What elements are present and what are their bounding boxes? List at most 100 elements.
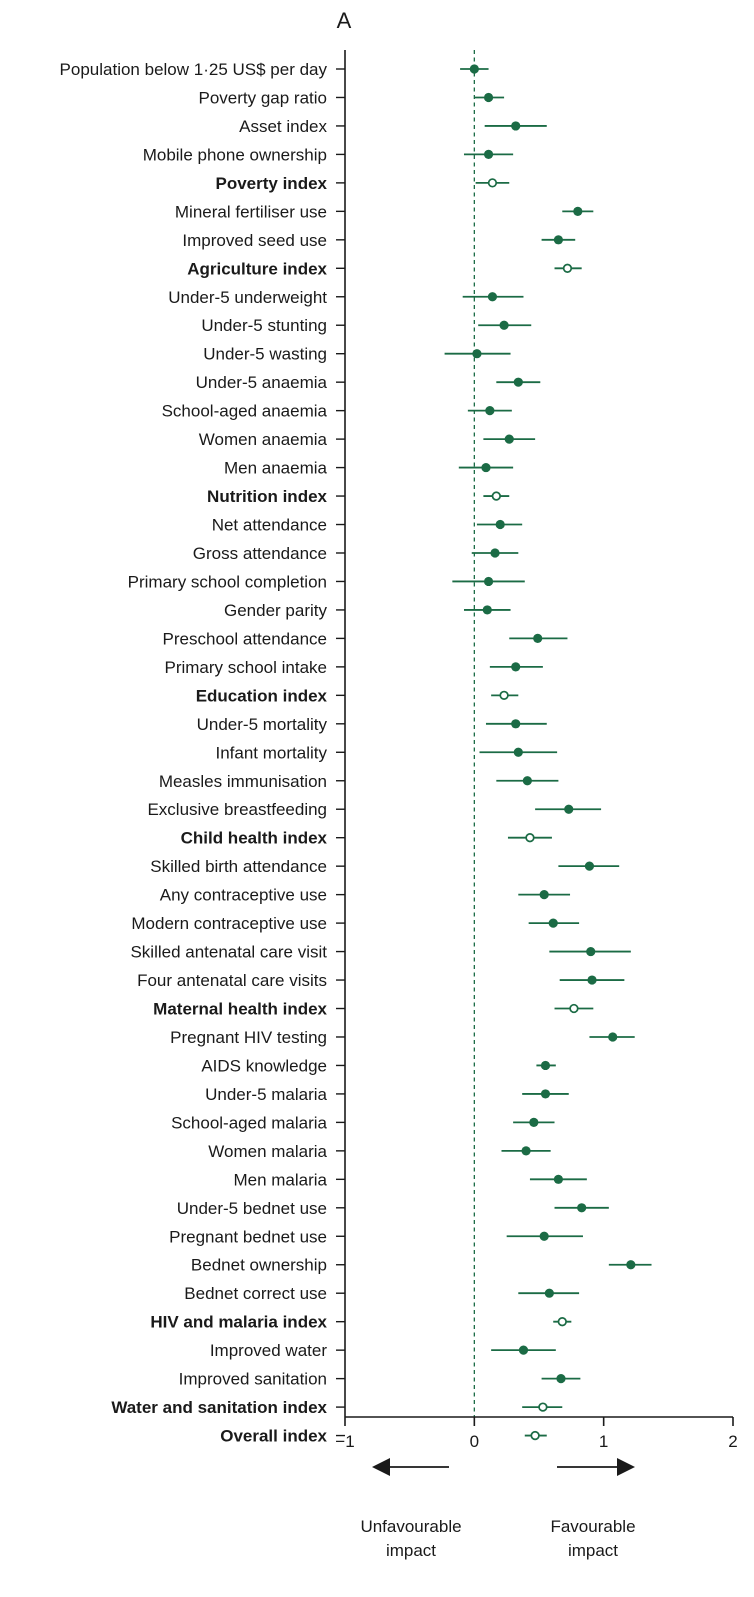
indicator-row: Men malaria <box>233 1170 587 1189</box>
point-estimate <box>587 975 597 985</box>
point-estimate <box>513 377 523 387</box>
row-label: Mineral fertiliser use <box>175 202 327 221</box>
point-estimate <box>487 292 498 302</box>
row-label: School-aged malaria <box>171 1113 327 1132</box>
indicator-row: Mineral fertiliser use <box>175 202 594 221</box>
row-label: Asset index <box>239 117 327 136</box>
indicator-row: Primary school completion <box>128 572 525 591</box>
row-label: Men anaemia <box>224 459 328 478</box>
point-estimate-open <box>538 1402 548 1412</box>
point-estimate <box>485 406 495 416</box>
left-arrow-icon <box>372 1458 390 1476</box>
row-label: Modern contraceptive use <box>131 914 327 933</box>
row-label: Any contraceptive use <box>160 886 327 905</box>
indicator-row: AIDS knowledge <box>201 1056 556 1075</box>
point-estimate <box>529 1117 539 1127</box>
favourable-label: impact <box>568 1541 618 1560</box>
point-estimate <box>511 719 521 729</box>
row-label: Preschool attendance <box>163 629 327 648</box>
indicator-row: Under-5 mortality <box>197 715 547 734</box>
unfavourable-label: impact <box>386 1541 436 1560</box>
index-row: HIV and malaria index <box>150 1313 572 1332</box>
row-label: AIDS knowledge <box>201 1056 327 1075</box>
indicator-row: Under-5 underweight <box>168 288 524 307</box>
point-estimate <box>540 1060 551 1071</box>
row-label: HIV and malaria index <box>150 1313 327 1332</box>
row-label: Under-5 malaria <box>205 1085 327 1104</box>
point-estimate <box>553 235 564 245</box>
row-label: School-aged anaemia <box>162 402 328 421</box>
point-estimate-open <box>530 1430 540 1441</box>
row-label: Exclusive breastfeeding <box>147 800 327 819</box>
row-label: Under-5 mortality <box>197 715 328 734</box>
row-label: Nutrition index <box>207 487 327 506</box>
row-label: Four antenatal care visits <box>137 971 327 990</box>
index-row: Education index <box>196 686 519 705</box>
row-label: Gross attendance <box>193 544 327 563</box>
indicator-row: Net attendance <box>212 516 523 535</box>
x-tick-label: 0 <box>470 1432 479 1451</box>
point-estimate <box>521 1146 531 1156</box>
row-label: Pregnant bednet use <box>169 1227 327 1246</box>
indicator-row: Population below 1·25 US$ per day <box>60 60 489 79</box>
row-label: Population below 1·25 US$ per day <box>60 60 328 79</box>
unfavourable-label: Unfavourable <box>360 1517 461 1536</box>
point-estimate <box>483 149 494 160</box>
row-label: Under-5 wasting <box>203 345 327 364</box>
indicator-row: Gross attendance <box>193 544 519 563</box>
row-label: Infant mortality <box>216 743 328 762</box>
point-estimate <box>499 320 509 330</box>
index-row: Child health index <box>181 829 552 848</box>
point-estimate <box>548 918 558 928</box>
indicator-row: Improved water <box>210 1341 556 1360</box>
indicator-row: Gender parity <box>224 601 511 620</box>
indicator-row: Under-5 bednet use <box>177 1199 609 1218</box>
point-estimate <box>608 1032 618 1042</box>
point-estimate-open <box>491 491 501 501</box>
indicator-row: Improved seed use <box>182 231 576 250</box>
row-label: Gender parity <box>224 601 327 620</box>
point-estimate <box>483 576 494 587</box>
row-label: Under-5 stunting <box>201 316 327 335</box>
row-label: Improved water <box>210 1341 327 1360</box>
index-row: Water and sanitation index <box>111 1398 563 1417</box>
indicator-row: Under-5 malaria <box>205 1085 569 1104</box>
point-estimate <box>495 519 505 530</box>
point-estimate-open <box>562 263 573 273</box>
row-label: Education index <box>196 686 328 705</box>
point-estimate-open <box>525 833 535 843</box>
indicator-row: Primary school intake <box>164 658 543 677</box>
point-estimate <box>533 633 543 644</box>
row-label: Women malaria <box>208 1142 327 1161</box>
indicator-row: Modern contraceptive use <box>131 914 580 933</box>
point-estimate <box>626 1260 636 1270</box>
indicator-row: Women anaemia <box>199 430 536 449</box>
point-estimate-open <box>569 1003 579 1014</box>
point-estimate <box>564 804 574 814</box>
indicator-row: Skilled birth attendance <box>150 857 620 876</box>
row-label: Under-5 bednet use <box>177 1199 327 1218</box>
point-estimate <box>513 747 523 757</box>
indicator-row: Bednet ownership <box>191 1256 652 1275</box>
panel-label: A <box>337 8 352 33</box>
row-label: Agriculture index <box>187 259 327 278</box>
indicator-row: School-aged anaemia <box>162 402 512 421</box>
point-estimate <box>490 548 500 558</box>
indicator-row: Improved sanitation <box>179 1370 581 1389</box>
indicator-row: Bednet correct use <box>184 1284 580 1303</box>
row-label: Mobile phone ownership <box>143 145 327 164</box>
forest-rows: Population below 1·25 US$ per day Poverty… <box>60 60 652 1446</box>
indicator-row: Men anaemia <box>224 459 514 478</box>
row-label: Pregnant HIV testing <box>170 1028 327 1047</box>
row-label: Primary school intake <box>164 658 327 677</box>
x-tick-label: 2 <box>728 1432 737 1451</box>
index-row: Nutrition index <box>207 487 510 506</box>
row-label: Under-5 anaemia <box>196 373 328 392</box>
indicator-row: School-aged malaria <box>171 1113 555 1132</box>
row-label: Maternal health index <box>153 1000 327 1019</box>
point-estimate <box>504 434 514 444</box>
right-arrow-icon <box>617 1458 635 1476</box>
indicator-row: Under-5 wasting <box>203 345 511 364</box>
point-estimate-open <box>499 690 509 700</box>
